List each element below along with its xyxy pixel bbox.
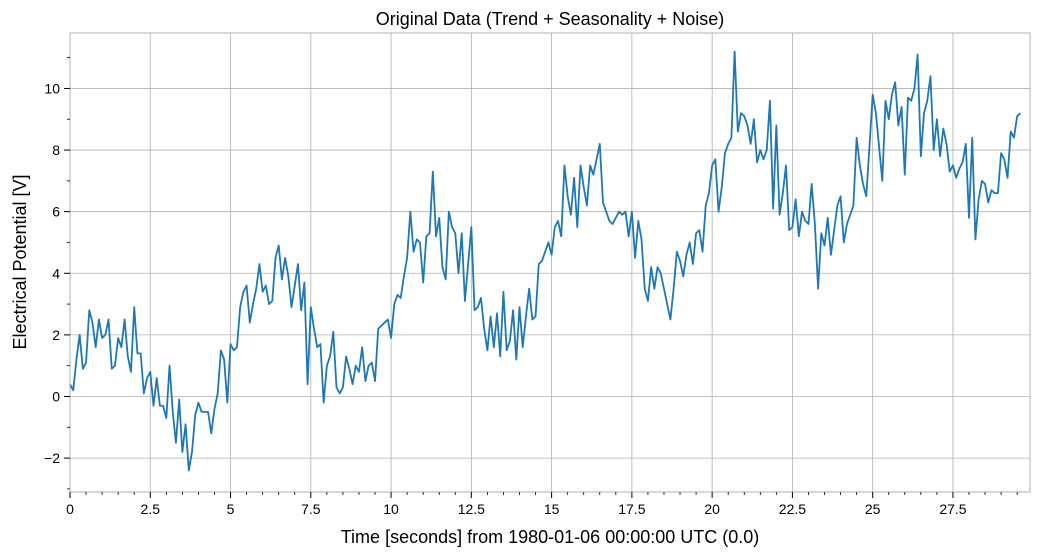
y-tick-label: 8	[52, 142, 60, 158]
y-tick-label: 0	[52, 389, 60, 405]
y-tick-label: −2	[44, 450, 60, 466]
x-tick-label: 22.5	[779, 501, 806, 517]
series-layer	[69, 50, 1021, 472]
tick-marks	[64, 57, 1018, 498]
series-line-data	[69, 50, 1021, 472]
x-tick-label: 15	[544, 501, 560, 517]
chart-title: Original Data (Trend + Seasonality + Noi…	[376, 9, 725, 29]
y-tick-label: 2	[52, 327, 60, 343]
x-axis-label: Time [seconds] from 1980-01-06 00:00:00 …	[341, 527, 760, 547]
x-tick-label: 0	[66, 501, 74, 517]
x-tick-label: 27.5	[939, 501, 966, 517]
x-tick-label: 2.5	[141, 501, 161, 517]
y-tick-label: 4	[52, 265, 60, 281]
x-tick-label: 5	[227, 501, 235, 517]
x-tick-labels: 0 2.5 5 7.5 10 12.5 15 17.5 20 22.5 25 27.5	[66, 501, 967, 517]
x-tick-label: 20	[704, 501, 720, 517]
y-tick-label: 10	[44, 80, 60, 96]
x-tick-label: 17.5	[618, 501, 645, 517]
x-tick-label: 12.5	[458, 501, 485, 517]
x-tick-label: 10	[383, 501, 399, 517]
x-tick-label: 25	[865, 501, 881, 517]
grid-lines	[69, 33, 1030, 492]
y-tick-labels: −2 0 2 4 6 8 10	[44, 80, 60, 466]
y-axis-label: Electrical Potential [V]	[10, 174, 30, 349]
plot-frame	[69, 32, 1031, 493]
x-tick-label: 7.5	[301, 501, 321, 517]
y-tick-label: 6	[52, 204, 60, 220]
